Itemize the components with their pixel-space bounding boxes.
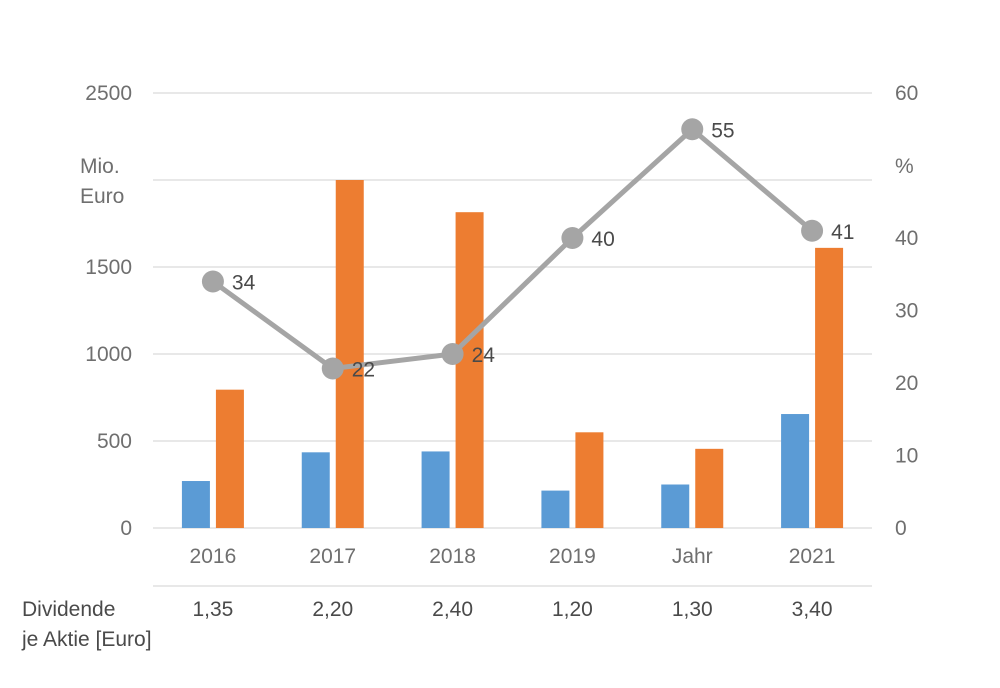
labels: 0 500 1000 1500 2500 0 10 20 30 40 60 34 22 24 40 55 41 2… [85, 82, 918, 621]
category-label: 2016 [190, 545, 237, 568]
percent-point [201, 270, 224, 293]
bar-orange [335, 180, 364, 528]
bars [181, 180, 844, 529]
left-axis-unit-line1: Mio. [80, 155, 120, 178]
left-axis-unit-line2: Euro [80, 185, 124, 208]
left-tick-label: 1500 [85, 256, 132, 279]
bar-blue [541, 490, 570, 528]
right-tick-label: 20 [895, 372, 918, 395]
category-label: 2021 [789, 545, 836, 568]
bar-blue [661, 484, 690, 528]
right-tick-label: 60 [895, 82, 918, 105]
left-tick-label: 0 [120, 517, 132, 540]
percent-point [681, 118, 704, 141]
right-tick-label: 40 [895, 227, 918, 250]
right-tick-label: 0 [895, 517, 907, 540]
bar-orange [815, 247, 844, 529]
category-label: 2019 [549, 545, 596, 568]
left-tick-label: 2500 [85, 82, 132, 105]
dividend-value: 3,40 [792, 598, 833, 621]
category-label: Jahr [672, 545, 713, 568]
gridlines [153, 92, 872, 587]
right-tick-label: 10 [895, 445, 918, 468]
bar-blue [301, 452, 330, 528]
bar-orange [575, 432, 604, 528]
category-label: 2018 [429, 545, 476, 568]
percent-data-label: 22 [352, 359, 375, 382]
percent-data-label: 34 [232, 272, 256, 295]
dividend-value: 1,30 [672, 598, 713, 621]
dividend-value: 1,20 [552, 598, 593, 621]
bar-blue [421, 451, 450, 528]
percent-data-label: 40 [591, 228, 614, 251]
dividend-value: 1,35 [192, 598, 233, 621]
dividend-label-line1: Dividende [22, 598, 115, 621]
bar-orange [215, 389, 244, 528]
bar-orange [695, 448, 724, 528]
right-axis-unit: % [895, 155, 914, 178]
category-label: 2017 [309, 545, 356, 568]
bar-blue [181, 481, 210, 528]
percent-data-label: 24 [472, 344, 496, 367]
percent-line [201, 118, 824, 380]
dividend-value: 2,20 [312, 598, 353, 621]
percent-data-label: 41 [831, 221, 854, 244]
bar-blue [781, 414, 810, 528]
percent-point [441, 343, 464, 365]
dividend-value: 2,40 [432, 598, 473, 621]
right-tick-label: 30 [895, 300, 918, 323]
percent-point [321, 357, 344, 380]
percent-point [561, 227, 584, 249]
percent-data-label: 55 [711, 119, 734, 142]
bar-orange [455, 212, 484, 528]
percent-point [801, 219, 824, 242]
left-tick-label: 500 [97, 430, 132, 453]
left-tick-label: 1000 [85, 343, 132, 366]
percent-line-path [211, 126, 814, 371]
dividend-label-line2: je Aktie [Euro] [21, 628, 152, 651]
